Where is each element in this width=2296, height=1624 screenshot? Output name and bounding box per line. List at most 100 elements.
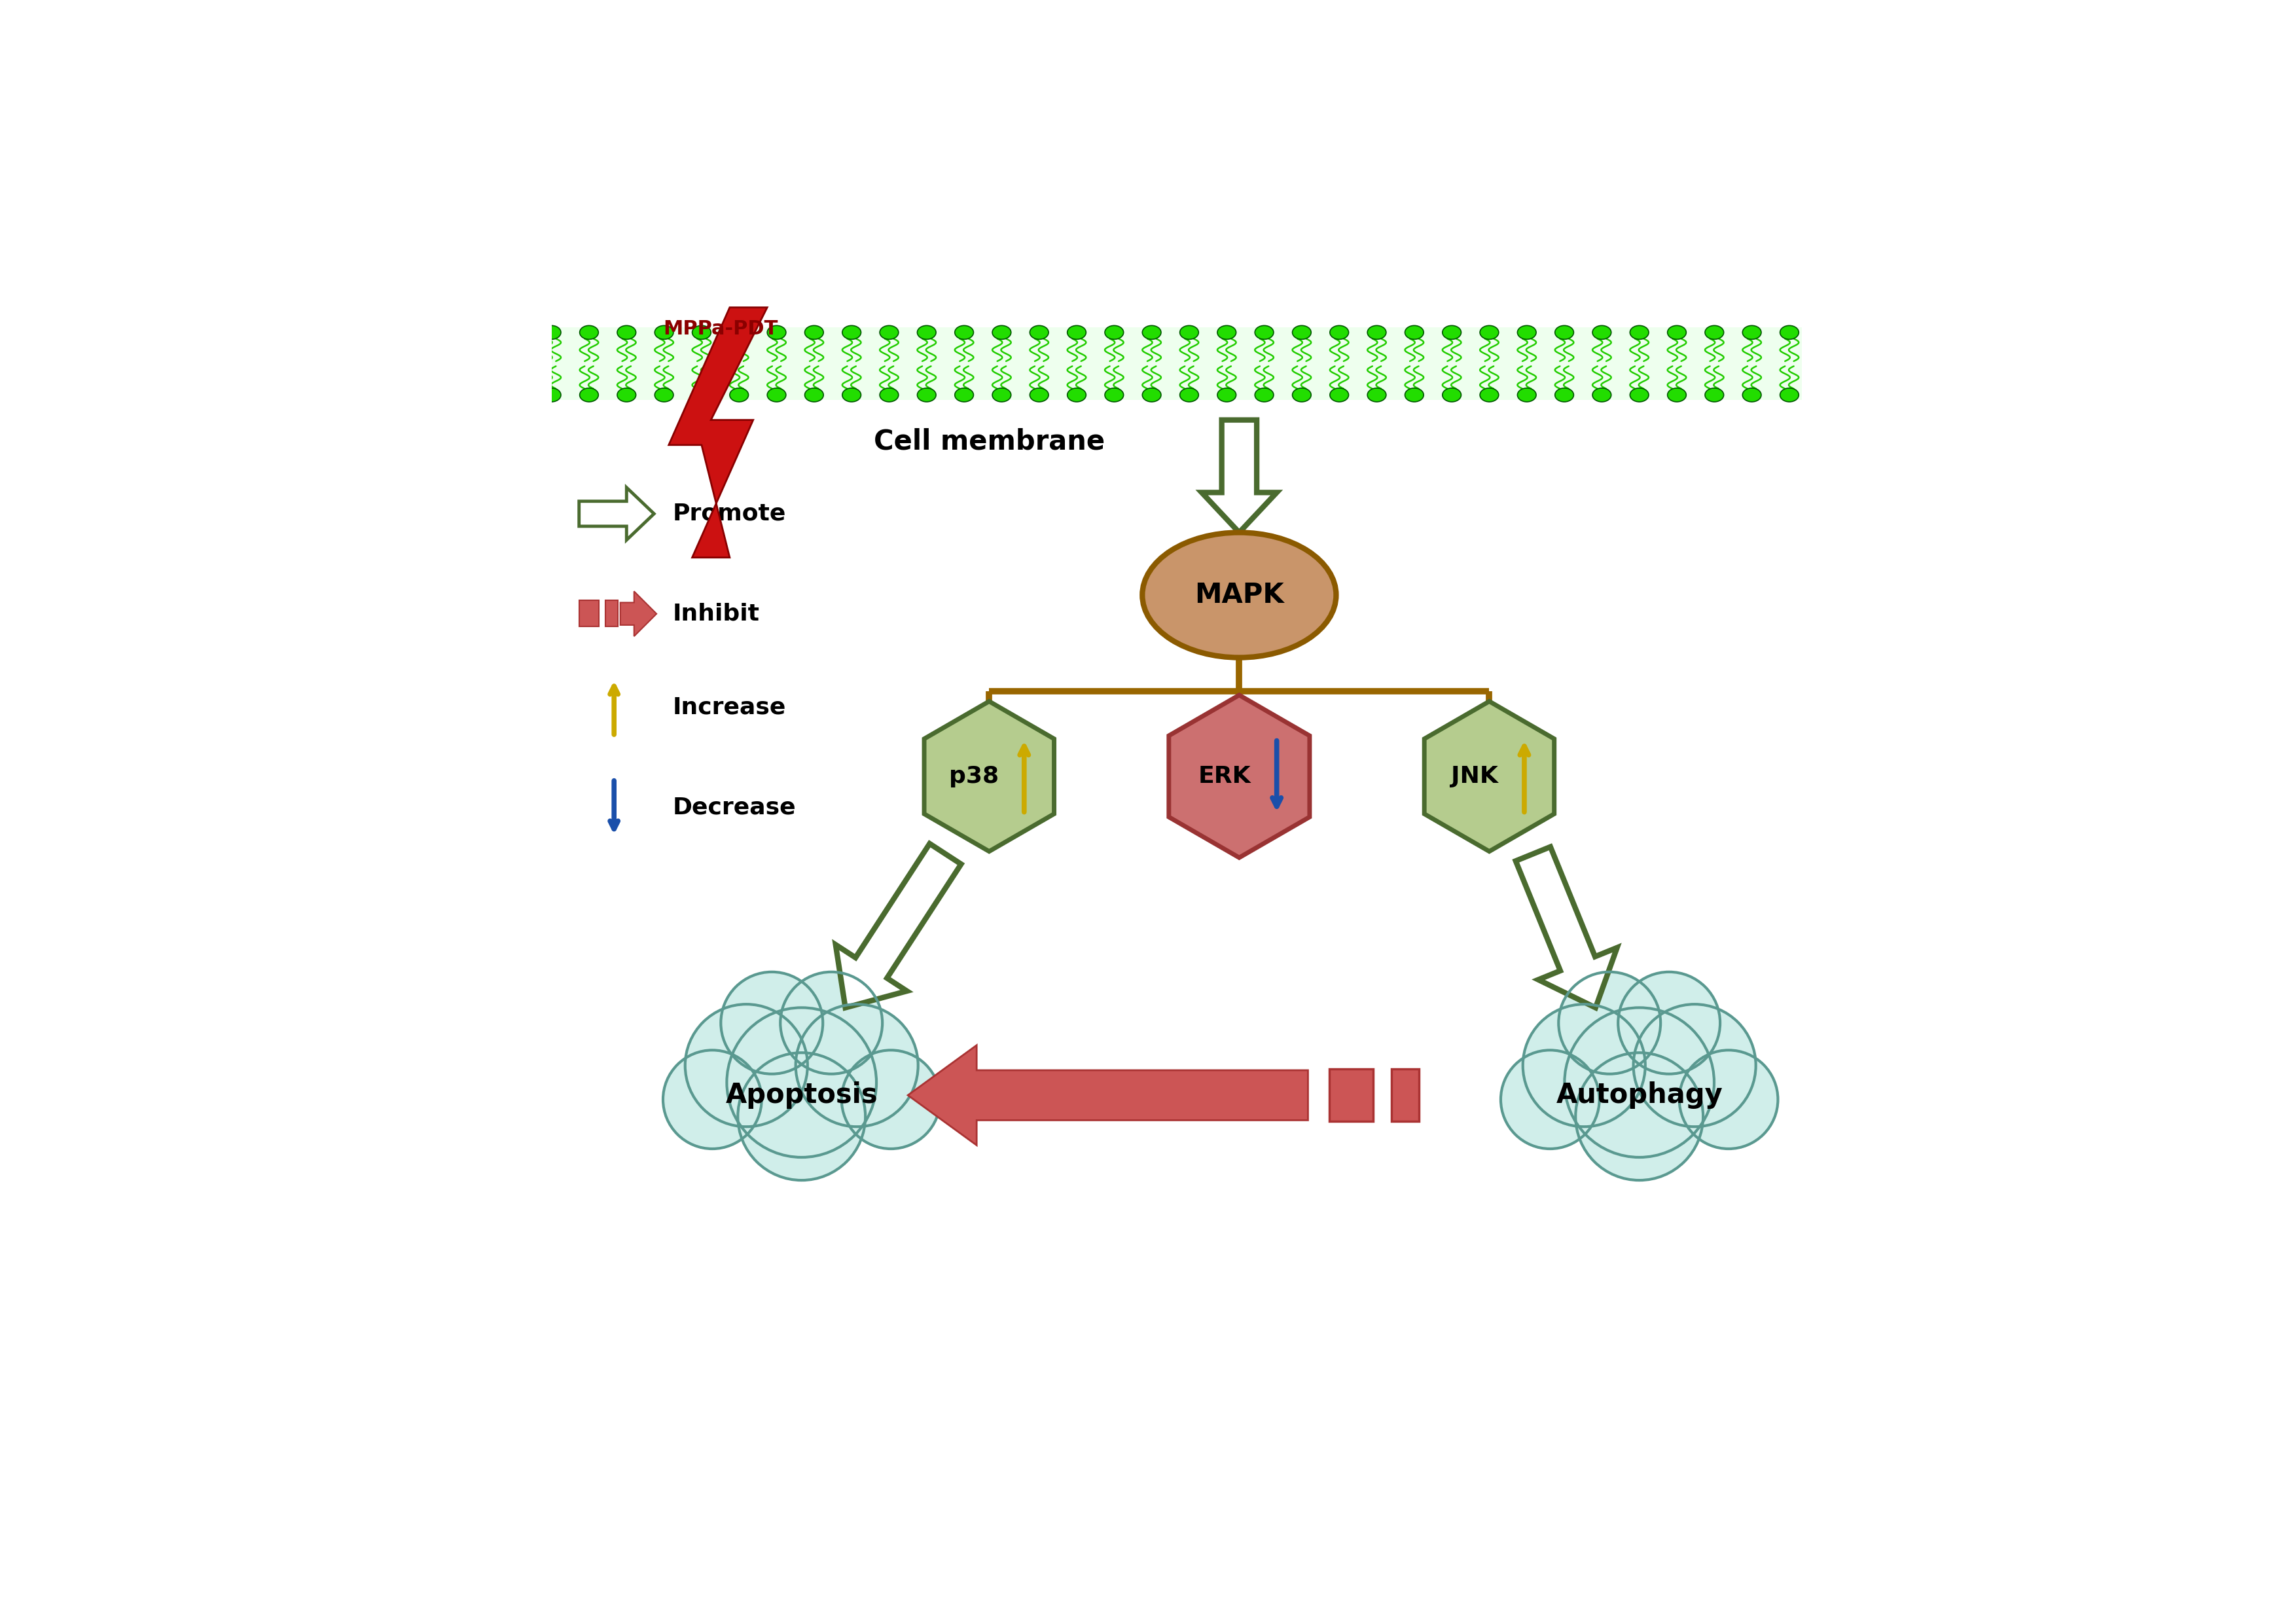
Circle shape bbox=[781, 971, 882, 1073]
Circle shape bbox=[664, 1051, 762, 1148]
Ellipse shape bbox=[1180, 325, 1199, 339]
Bar bbox=[1391, 1069, 1419, 1122]
Text: MPPa-PDT: MPPa-PDT bbox=[664, 320, 778, 338]
Polygon shape bbox=[836, 843, 962, 1007]
Ellipse shape bbox=[1405, 325, 1424, 339]
Circle shape bbox=[684, 1004, 808, 1127]
Ellipse shape bbox=[1818, 388, 1837, 401]
Ellipse shape bbox=[1706, 388, 1724, 401]
Ellipse shape bbox=[1329, 388, 1348, 401]
Ellipse shape bbox=[1442, 388, 1460, 401]
Ellipse shape bbox=[1143, 388, 1162, 401]
Bar bbox=[551, 328, 1802, 400]
Circle shape bbox=[1575, 1052, 1704, 1181]
Ellipse shape bbox=[843, 325, 861, 339]
Polygon shape bbox=[925, 702, 1054, 851]
Ellipse shape bbox=[804, 325, 824, 339]
Ellipse shape bbox=[730, 388, 748, 401]
Polygon shape bbox=[1169, 695, 1309, 857]
Ellipse shape bbox=[767, 325, 785, 339]
Ellipse shape bbox=[843, 388, 861, 401]
Ellipse shape bbox=[1818, 325, 1837, 339]
Ellipse shape bbox=[1217, 388, 1235, 401]
Ellipse shape bbox=[767, 388, 785, 401]
Ellipse shape bbox=[1217, 325, 1235, 339]
Polygon shape bbox=[907, 1046, 1309, 1145]
Bar bbox=[606, 599, 618, 627]
Text: Inhibit: Inhibit bbox=[673, 603, 760, 625]
Bar bbox=[1329, 1069, 1373, 1122]
Ellipse shape bbox=[1143, 533, 1336, 658]
Ellipse shape bbox=[618, 388, 636, 401]
Text: Autophagy: Autophagy bbox=[1557, 1082, 1722, 1109]
Ellipse shape bbox=[1706, 325, 1724, 339]
Ellipse shape bbox=[1442, 325, 1460, 339]
Ellipse shape bbox=[730, 325, 748, 339]
Ellipse shape bbox=[618, 325, 636, 339]
Ellipse shape bbox=[1593, 388, 1612, 401]
Polygon shape bbox=[1515, 846, 1616, 1007]
Ellipse shape bbox=[1743, 388, 1761, 401]
Circle shape bbox=[1502, 1051, 1600, 1148]
Text: p38: p38 bbox=[948, 765, 999, 788]
Text: Increase: Increase bbox=[673, 697, 785, 719]
Ellipse shape bbox=[1031, 388, 1049, 401]
Ellipse shape bbox=[955, 325, 974, 339]
Text: Cell membrane: Cell membrane bbox=[872, 427, 1104, 455]
Polygon shape bbox=[668, 307, 767, 557]
Text: Decrease: Decrease bbox=[673, 796, 797, 818]
Ellipse shape bbox=[542, 325, 560, 339]
Circle shape bbox=[728, 1007, 877, 1158]
Ellipse shape bbox=[879, 325, 898, 339]
Polygon shape bbox=[620, 591, 657, 637]
Ellipse shape bbox=[1667, 325, 1685, 339]
Circle shape bbox=[843, 1051, 939, 1148]
Ellipse shape bbox=[879, 388, 898, 401]
Ellipse shape bbox=[1481, 325, 1499, 339]
Ellipse shape bbox=[1368, 325, 1387, 339]
Text: ERK: ERK bbox=[1199, 765, 1251, 788]
Ellipse shape bbox=[804, 388, 824, 401]
Ellipse shape bbox=[1104, 388, 1123, 401]
Circle shape bbox=[1632, 1004, 1756, 1127]
Ellipse shape bbox=[1630, 325, 1649, 339]
Ellipse shape bbox=[579, 325, 599, 339]
Circle shape bbox=[1619, 971, 1720, 1073]
Ellipse shape bbox=[1481, 388, 1499, 401]
Ellipse shape bbox=[1256, 325, 1274, 339]
Circle shape bbox=[737, 1052, 866, 1181]
Polygon shape bbox=[1424, 702, 1554, 851]
Ellipse shape bbox=[1368, 388, 1387, 401]
Ellipse shape bbox=[992, 388, 1010, 401]
Ellipse shape bbox=[1554, 325, 1573, 339]
Ellipse shape bbox=[654, 325, 673, 339]
Text: JNK: JNK bbox=[1451, 765, 1497, 788]
Ellipse shape bbox=[542, 388, 560, 401]
Text: MAPK: MAPK bbox=[1194, 581, 1283, 609]
Ellipse shape bbox=[1743, 325, 1761, 339]
Ellipse shape bbox=[1518, 388, 1536, 401]
Ellipse shape bbox=[1143, 325, 1162, 339]
Ellipse shape bbox=[1518, 325, 1536, 339]
Ellipse shape bbox=[1256, 388, 1274, 401]
Circle shape bbox=[1559, 971, 1660, 1073]
Ellipse shape bbox=[579, 388, 599, 401]
Ellipse shape bbox=[918, 325, 937, 339]
Circle shape bbox=[721, 971, 822, 1073]
Ellipse shape bbox=[691, 388, 712, 401]
Ellipse shape bbox=[1779, 388, 1798, 401]
Ellipse shape bbox=[1779, 325, 1798, 339]
Polygon shape bbox=[1201, 421, 1277, 533]
Ellipse shape bbox=[1593, 325, 1612, 339]
Ellipse shape bbox=[955, 388, 974, 401]
Ellipse shape bbox=[992, 325, 1010, 339]
Ellipse shape bbox=[1068, 388, 1086, 401]
Ellipse shape bbox=[1293, 388, 1311, 401]
Ellipse shape bbox=[1405, 388, 1424, 401]
Ellipse shape bbox=[918, 388, 937, 401]
Text: Apoptosis: Apoptosis bbox=[726, 1082, 877, 1109]
Circle shape bbox=[797, 1004, 918, 1127]
Ellipse shape bbox=[1554, 388, 1573, 401]
Ellipse shape bbox=[1667, 388, 1685, 401]
Text: Promote: Promote bbox=[673, 502, 785, 525]
